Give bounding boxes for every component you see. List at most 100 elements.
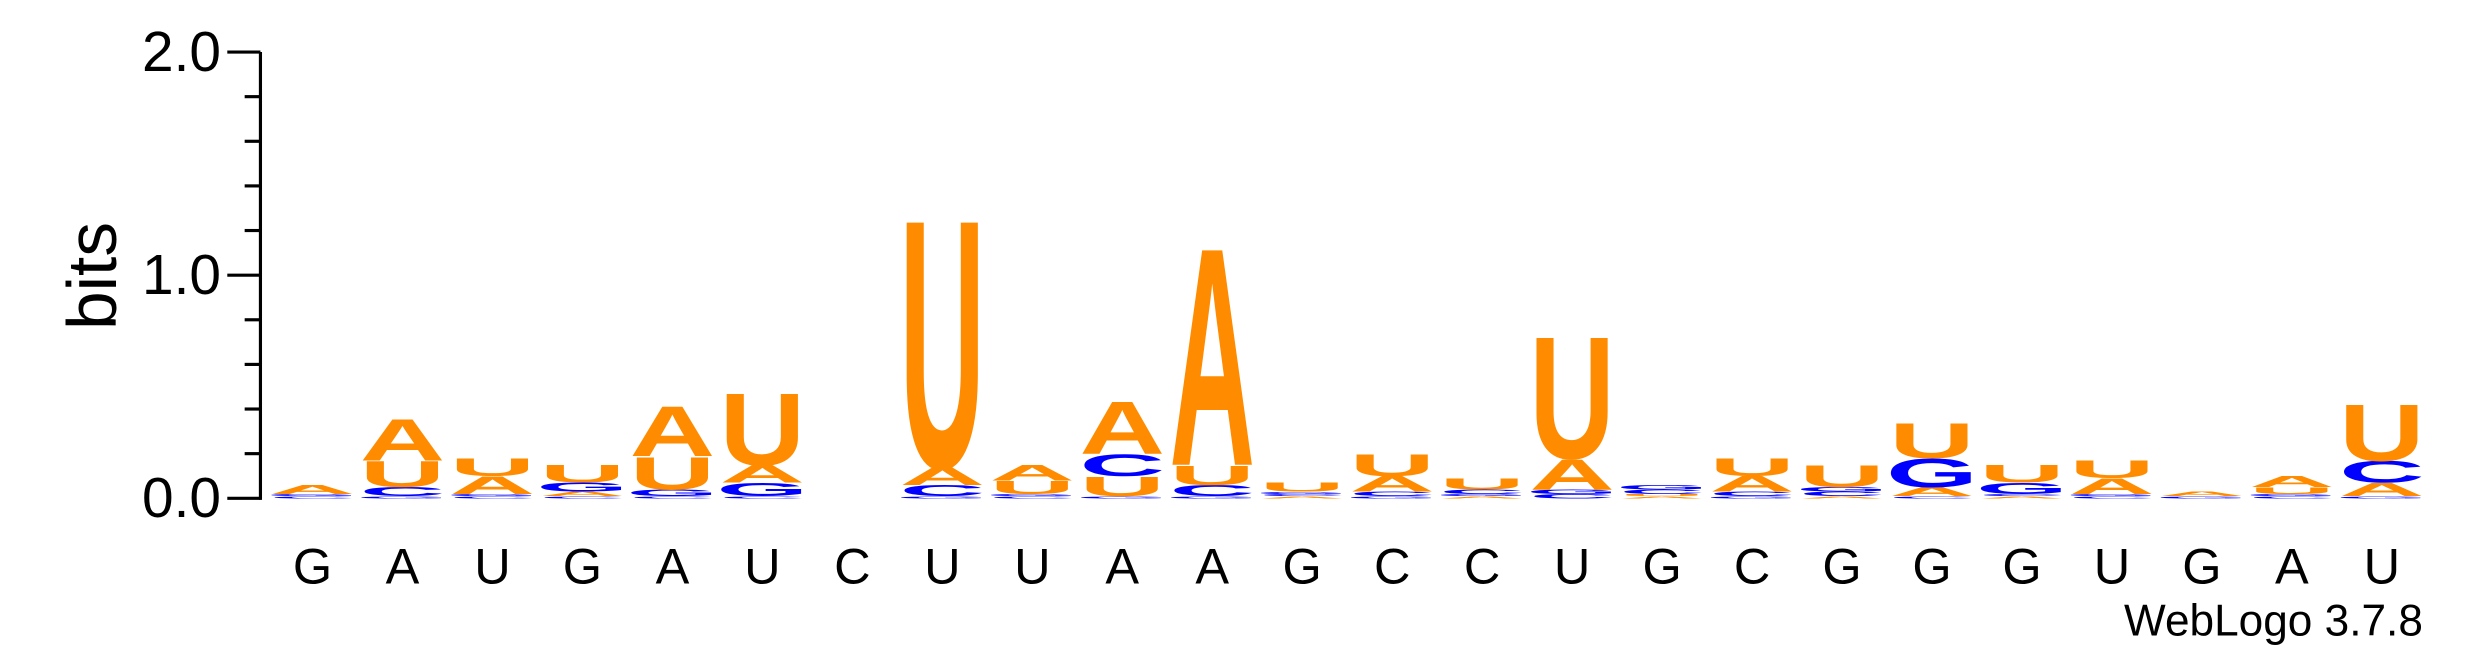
logo-letter: A bbox=[1709, 472, 1794, 496]
logo-letter: C bbox=[900, 482, 985, 499]
logo-letter: U bbox=[1529, 300, 1614, 495]
x-tick-label: G bbox=[563, 537, 602, 594]
logo-letter: A bbox=[900, 463, 985, 491]
logo-letter: A bbox=[720, 461, 805, 489]
x-tick-label: A bbox=[2275, 537, 2309, 594]
logo-letter: A bbox=[360, 407, 445, 473]
logo-letter: U bbox=[450, 454, 535, 482]
x-tick-label: U bbox=[744, 537, 780, 594]
logo-letter: U bbox=[2069, 456, 2154, 484]
logo-letter: A bbox=[1080, 386, 1165, 470]
logo-letter: C bbox=[2339, 455, 2424, 490]
logo-letter: G bbox=[356, 495, 448, 498]
logo-letter: U bbox=[2249, 485, 2334, 495]
logo-letter: A bbox=[1259, 495, 1344, 498]
x-tick-label: A bbox=[656, 537, 690, 594]
logo-letter: C bbox=[540, 495, 625, 498]
logo-letter: C bbox=[1889, 495, 1974, 498]
logo-letter: G bbox=[1976, 480, 2068, 497]
logo-letter: G bbox=[1526, 488, 1618, 495]
y-tick-label: 1.0 bbox=[142, 244, 221, 307]
logo-letter: U bbox=[720, 373, 805, 487]
logo-letter: U bbox=[1259, 480, 1344, 494]
logo-letter: U bbox=[360, 453, 445, 495]
logo-letter: G bbox=[626, 488, 718, 498]
logo-letter: G bbox=[896, 495, 988, 498]
logo-letter: C bbox=[450, 495, 535, 498]
y-tick-label: 0.0 bbox=[142, 467, 221, 530]
logo-letter: G bbox=[1076, 495, 1168, 498]
logo-letter: A bbox=[270, 483, 355, 497]
x-tick-label: G bbox=[293, 537, 332, 594]
x-tick-label: G bbox=[1912, 537, 1951, 594]
logo-letter: G bbox=[446, 493, 538, 496]
logo-letter: G bbox=[986, 493, 1078, 496]
logo-letter: G bbox=[2246, 493, 2338, 496]
logo-letter: U bbox=[1799, 459, 1884, 494]
logo-letter: C bbox=[720, 495, 805, 498]
logo-letter: G bbox=[716, 479, 808, 500]
x-tick-label: U bbox=[474, 537, 510, 594]
x-tick-label: U bbox=[2094, 537, 2130, 594]
logo-letter: G bbox=[1616, 484, 1708, 491]
logo-letter: G bbox=[1346, 495, 1438, 498]
logo-letter: G bbox=[2066, 493, 2158, 496]
logo-letter: U bbox=[1349, 448, 1434, 483]
logo-letter: A bbox=[1349, 472, 1434, 496]
x-tick-label: C bbox=[1734, 537, 1770, 594]
logo-letter: C bbox=[1709, 490, 1794, 497]
logo-letter: G bbox=[1256, 491, 1348, 494]
logo-letter: G bbox=[1796, 486, 1888, 493]
logo-letter: G bbox=[536, 480, 628, 494]
logo-letter: C bbox=[1799, 490, 1884, 497]
x-tick-label: G bbox=[1283, 537, 1322, 594]
logo-letter: C bbox=[630, 495, 715, 498]
logo-letter: A bbox=[2249, 473, 2334, 490]
logo-letter: C bbox=[270, 495, 355, 498]
logo-letter: A bbox=[1619, 495, 1704, 498]
x-tick-label: U bbox=[924, 537, 960, 594]
logo-letter: G bbox=[1166, 495, 1258, 498]
logo-letter: C bbox=[1529, 493, 1614, 500]
logo-letter: U bbox=[1169, 460, 1254, 491]
logo-letter: A bbox=[2339, 479, 2424, 500]
logo-letter: U bbox=[630, 448, 715, 500]
logo-letter: U bbox=[900, 146, 985, 543]
logo-letter: A bbox=[2159, 490, 2244, 497]
logo-letter: C bbox=[1170, 482, 1255, 499]
logo-letter: C bbox=[1439, 488, 1524, 495]
logo-letter: C bbox=[360, 485, 445, 499]
logo-letter: U bbox=[1889, 414, 1974, 469]
logo-letter: G bbox=[2336, 495, 2428, 498]
x-tick-label: G bbox=[2182, 537, 2221, 594]
logo-letter: U bbox=[540, 461, 625, 489]
logo-letter: C bbox=[2069, 495, 2154, 498]
y-tick-label: 2.0 bbox=[142, 21, 221, 84]
x-tick-label: U bbox=[1554, 537, 1590, 594]
logo-letter: C bbox=[1979, 493, 2064, 496]
logo-letter: C bbox=[2249, 495, 2334, 498]
logo-letter: G bbox=[266, 493, 358, 496]
logo-letter: A bbox=[450, 472, 535, 500]
logo-letter: G bbox=[1436, 493, 1528, 496]
x-tick-label: A bbox=[1195, 537, 1229, 594]
logo-letter: U bbox=[1080, 471, 1165, 502]
logo-letter: C bbox=[1080, 448, 1165, 483]
logo-letter: G bbox=[2156, 495, 2248, 498]
x-tick-label: G bbox=[2002, 537, 2041, 594]
credit: WebLogo 3.7.8 bbox=[2124, 596, 2423, 645]
logo-letter: U bbox=[1979, 461, 2064, 489]
x-tick-label: C bbox=[1464, 537, 1500, 594]
x-tick-label: U bbox=[1014, 537, 1050, 594]
x-tick-label: U bbox=[2364, 537, 2400, 594]
x-tick-label: G bbox=[1642, 537, 1681, 594]
logo-letter: A bbox=[1889, 485, 1974, 499]
logo-letter: C bbox=[1259, 493, 1344, 496]
x-tick-label: C bbox=[834, 537, 870, 594]
logo-letter: A bbox=[630, 391, 715, 472]
logo-letter: U bbox=[1619, 493, 1704, 496]
logo-letter: A bbox=[2069, 474, 2154, 498]
logo-letter: C bbox=[990, 495, 1075, 498]
